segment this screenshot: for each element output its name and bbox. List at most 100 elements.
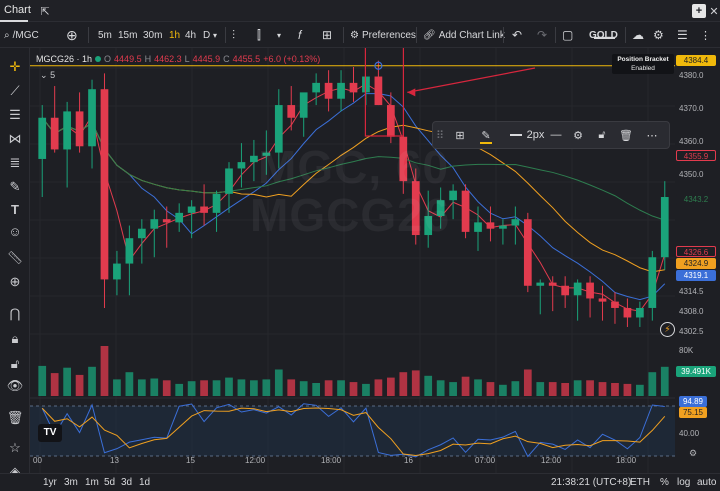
axis-settings-icon[interactable]: ⚙: [689, 448, 698, 458]
lock-drawings-icon[interactable]: 🔒︎: [11, 331, 19, 346]
popout-icon[interactable]: ⇱: [40, 5, 50, 18]
range-1yr[interactable]: 1yr: [43, 477, 57, 488]
unlock-icon[interactable]: 🔓︎: [10, 356, 20, 371]
time-tick: 18:00: [321, 456, 342, 465]
ruler-icon[interactable]: 📏︎: [6, 250, 24, 265]
timeframe-15m[interactable]: 15m: [118, 29, 138, 41]
time-tick: 12:00: [541, 456, 562, 465]
bracket-handle-icon: [374, 61, 383, 70]
price-axis[interactable]: 4384.4 4380.0 4370.0 4360.0 4355.9 4350.…: [675, 48, 720, 473]
horizontal-lines-icon[interactable]: ☰: [9, 107, 21, 122]
theme-label: GOLD: [589, 29, 618, 41]
delete-drawing-icon[interactable]: 🗑︎: [619, 129, 633, 142]
line-width-button[interactable]: 2px: [503, 126, 551, 144]
preferences-button[interactable]: ⚙ Preferences: [350, 22, 416, 48]
timeframe-1h[interactable]: 1h: [169, 29, 181, 41]
study-legend[interactable]: ⌄ 5: [40, 70, 55, 81]
layout-list-icon[interactable]: ☰: [677, 28, 688, 42]
legend-open: 4449.5: [114, 54, 142, 64]
timeframe-30m[interactable]: 30m: [143, 29, 163, 41]
ma-blue-line: [41, 93, 666, 301]
ma-red2-price-label: 4326.6: [676, 246, 716, 257]
volume-bar: [436, 380, 445, 396]
range-1d[interactable]: 1d: [139, 477, 151, 488]
crosshair-icon[interactable]: ✛: [9, 59, 21, 74]
gear-icon: ⚙: [350, 29, 359, 41]
clock: 21:38:21 (UTC+8): [551, 477, 632, 488]
add-chart-link-button[interactable]: 🔗︎ Add Chart Link: [423, 22, 505, 48]
add-window-icon[interactable]: +: [692, 4, 706, 18]
chart-toolbar: ⌕ /MGC ⊕ 5m 15m 30m 1h 4h D ▾ ⫶ ⫿ ▾ 𝑓 ⊞ …: [0, 22, 720, 48]
range-3d[interactable]: 3d: [121, 477, 133, 488]
candle-body: [337, 82, 345, 99]
volume-bar: [63, 367, 71, 396]
drag-handle-icon[interactable]: ⠿: [435, 129, 445, 142]
candle-body: [461, 190, 470, 232]
high-label: H: [144, 54, 152, 64]
timeframe-d[interactable]: D: [203, 29, 211, 41]
chart-type-dropdown-icon[interactable]: ▾: [277, 30, 282, 40]
snapshot-icon[interactable]: ▢: [562, 28, 574, 42]
current-price-label: 4384.4: [676, 55, 716, 66]
redo-icon[interactable]: ↷: [537, 28, 548, 42]
pattern-icon[interactable]: ⋈: [8, 131, 22, 146]
candle-body: [573, 282, 582, 296]
magnet-icon[interactable]: ⋂: [9, 306, 21, 321]
candle-body: [636, 307, 644, 318]
settings-gear-icon[interactable]: ⚙: [653, 28, 664, 42]
price-tick: 4350.0: [679, 170, 704, 179]
text-tool-icon[interactable]: T: [11, 201, 19, 217]
cloud-icon[interactable]: ☁: [632, 28, 644, 42]
candle-body: [75, 111, 84, 147]
range-3m[interactable]: 3m: [64, 477, 78, 488]
range-5d[interactable]: 5d: [104, 477, 116, 488]
price-chart[interactable]: [30, 40, 675, 473]
more-options-icon[interactable]: ⋯: [646, 129, 658, 142]
timeframe-5m[interactable]: 5m: [98, 29, 112, 41]
legend-change: +6.0 (+0.13%): [263, 54, 321, 64]
trendline-icon[interactable]: ⟋: [10, 83, 20, 98]
auto-scale-toggle[interactable]: auto: [697, 477, 717, 488]
undo-icon[interactable]: ↶: [512, 28, 523, 42]
brush-icon[interactable]: ✎: [9, 179, 21, 194]
indicators-icon[interactable]: 𝑓: [298, 27, 302, 42]
theme-selector[interactable]: GOLD: [589, 22, 618, 48]
candle-body: [200, 206, 208, 213]
volume-bar: [399, 372, 408, 396]
eye-icon[interactable]: 👁︎: [6, 378, 24, 393]
time-tick: 13: [110, 456, 119, 465]
layers-icon[interactable]: ◈: [10, 464, 20, 479]
timeframe-dropdown-icon[interactable]: ▾: [213, 30, 218, 40]
close-window-icon[interactable]: ✕: [709, 5, 719, 18]
candle-body: [598, 298, 607, 302]
star-icon[interactable]: ☆: [9, 440, 21, 455]
bar-type-icon[interactable]: ⫶: [232, 27, 236, 42]
candle-body: [137, 228, 146, 239]
candle-body: [536, 282, 545, 286]
candle-body: [50, 117, 59, 150]
template-icon[interactable]: ⊞: [455, 129, 465, 142]
emoji-icon[interactable]: ☺: [8, 223, 22, 239]
more-icon[interactable]: ⋮: [700, 29, 711, 42]
candle-body: [374, 76, 383, 106]
lightning-icon[interactable]: ⚡︎: [660, 322, 675, 337]
log-scale-toggle[interactable]: log: [677, 477, 691, 488]
percent-scale-toggle[interactable]: %: [660, 477, 669, 488]
range-1m[interactable]: 1m: [85, 477, 99, 488]
drawing-settings-icon[interactable]: ⚙: [573, 129, 583, 142]
symbol-search[interactable]: ⌕ /MGC: [4, 22, 39, 48]
chart-watermark-contract: MGCG26: [250, 189, 451, 241]
line-color-icon[interactable]: ✎: [481, 129, 491, 142]
session-toggle[interactable]: ETH: [630, 477, 650, 488]
volume-bar: [648, 372, 657, 396]
zoom-in-icon[interactable]: ⊕: [9, 274, 21, 289]
timeframe-4h[interactable]: 4h: [185, 29, 197, 41]
fib-icon[interactable]: ≣: [9, 155, 21, 170]
compare-symbol-icon[interactable]: ⊕: [66, 26, 78, 43]
candles-icon[interactable]: ⫿: [257, 27, 261, 42]
layout-icon[interactable]: ⊞: [322, 28, 333, 42]
trash-icon[interactable]: 🗑︎: [6, 410, 24, 425]
lock-drawing-icon[interactable]: 🔓︎: [598, 128, 606, 141]
chart-watermark-symbol: MGC, 60: [258, 141, 450, 193]
line-style-icon[interactable]: —: [550, 129, 562, 141]
